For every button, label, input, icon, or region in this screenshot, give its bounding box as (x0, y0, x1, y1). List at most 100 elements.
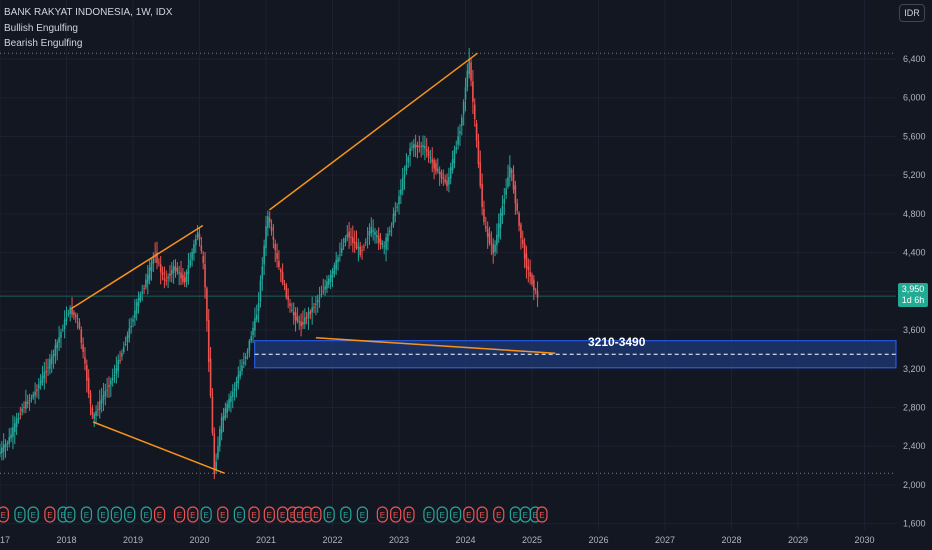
price-tick-label: 3,600 (903, 325, 926, 335)
candle-body (424, 145, 426, 149)
time-tick-label: 2026 (588, 535, 608, 545)
indicator-bearish-engulfing[interactable]: Bearish Engulfing (4, 38, 83, 49)
candle-body (409, 148, 411, 156)
time-axis: 17 2018 2019 2020 2021 2022 2023 2024 2025 2026 20… (0, 535, 875, 545)
candle-body (237, 374, 240, 384)
candle-body (475, 123, 478, 141)
candle-body (32, 394, 35, 398)
candle-body (509, 167, 511, 178)
candle-body (2, 444, 5, 452)
candle-body (263, 245, 265, 265)
candle-body (91, 407, 94, 416)
engulfing-marker (423, 506, 435, 523)
candle-body (357, 247, 360, 250)
candle-body (435, 163, 437, 172)
engulfing-marker (200, 506, 212, 523)
currency-button[interactable]: IDR (899, 4, 925, 22)
candle-body (252, 327, 254, 336)
candle-body (311, 307, 313, 313)
time-tick-label: 2027 (655, 535, 675, 545)
candle-body (403, 174, 406, 178)
price-tick-label: 5,600 (903, 131, 926, 141)
engulfing-marker-label: E (267, 511, 272, 520)
engulfing-marker (173, 506, 186, 523)
candle-body (230, 396, 232, 402)
candle-body (342, 245, 345, 247)
candle-body (102, 395, 105, 400)
candle-body (485, 226, 487, 229)
candle-body (431, 159, 434, 163)
candle-body (19, 413, 22, 415)
engulfing-marker (80, 506, 93, 523)
candle-body (167, 276, 169, 279)
engulfing-marker (463, 506, 475, 523)
engulfing-marker-label: E (220, 511, 225, 520)
trendline (315, 337, 556, 355)
candle-body (213, 433, 216, 475)
engulfing-marker (493, 506, 505, 523)
engulfing-marker-label: E (1, 511, 6, 520)
candle-body (128, 328, 131, 338)
indicator-bullish-engulfing[interactable]: Bullish Engulfing (4, 23, 78, 34)
candle-body (73, 312, 75, 315)
candle-body (36, 389, 38, 392)
candle-body (111, 377, 114, 381)
candle-body (364, 241, 367, 243)
candle-body (394, 210, 397, 216)
candle-body (400, 189, 402, 195)
candle-body (200, 245, 203, 252)
engulfing-marker-label: E (539, 511, 544, 520)
candle-body (390, 225, 393, 227)
candle-body (359, 246, 362, 255)
candle-body (178, 272, 180, 274)
engulfing-marker-label: E (251, 511, 256, 520)
candle-body (350, 236, 352, 238)
candle-body (488, 233, 491, 243)
engulfing-marker-label: E (190, 511, 195, 520)
time-tick-label: 2030 (854, 535, 874, 545)
candle-body (60, 331, 62, 338)
engulfing-marker (310, 506, 322, 523)
engulfing-marker (436, 506, 448, 523)
engulfing-marker-label: E (47, 511, 52, 520)
candle-body (115, 367, 118, 374)
engulfing-marker-label: E (453, 511, 458, 520)
candle-body (174, 266, 177, 271)
candle-body (324, 286, 326, 290)
candle-body (122, 346, 125, 352)
candle-body (265, 226, 267, 249)
candle-body (313, 307, 315, 309)
candle-body (473, 104, 476, 120)
candle-body (257, 302, 260, 311)
candle-body (318, 297, 321, 299)
candle-body (62, 329, 64, 331)
candle-body (0, 451, 1, 454)
support-zone (254, 340, 897, 369)
candle-body (161, 272, 164, 275)
candle-body (172, 266, 175, 274)
candle-body (119, 359, 121, 361)
trendline (268, 52, 478, 211)
candle-body (23, 406, 25, 408)
candle-body (398, 196, 400, 205)
candle-body (150, 262, 153, 271)
candle-body (425, 148, 428, 152)
candle-body (470, 62, 472, 81)
candle-body (217, 445, 219, 458)
candle-body (209, 358, 212, 396)
candle-body (272, 236, 275, 240)
candle-body (243, 361, 245, 364)
candle-body (514, 185, 517, 204)
candle-body (86, 365, 88, 381)
candle-body (156, 252, 158, 263)
engulfing-marker-label: E (496, 511, 501, 520)
candle-body (466, 70, 469, 88)
candle-body (193, 244, 195, 254)
candle-body (41, 375, 44, 383)
time-tick-label: 2024 (455, 535, 475, 545)
engulfing-marker-label: E (313, 511, 318, 520)
candle-body (165, 279, 168, 281)
candle-body (283, 283, 286, 286)
candle-body (436, 168, 439, 172)
